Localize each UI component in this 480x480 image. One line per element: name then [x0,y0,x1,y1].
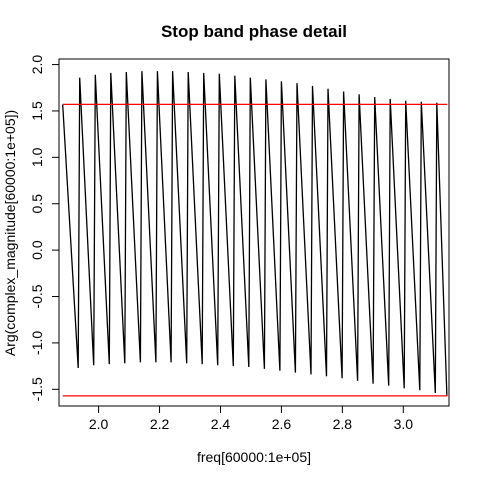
x-axis: 2.0 2.2 2.4 2.6 2.8 3.0 [89,405,414,432]
x-tick-label: 2.0 [89,416,109,432]
phase-series-line [62,71,448,396]
y-tick-label: 1.0 [29,147,45,167]
y-axis: -1.5 -1.0 -0.5 0.0 0.5 1.0 1.5 2.0 [29,55,60,401]
x-tick-label: 2.8 [333,416,353,432]
y-tick-label: 0.0 [29,240,45,260]
x-tick-label: 2.2 [150,416,170,432]
x-axis-label: freq[60000:1e+05] [197,449,311,465]
y-tick-label: -1.5 [29,377,45,401]
y-axis-label: Arg(complex_magnitude[60000:1e+05]) [2,110,18,356]
x-tick-label: 3.0 [394,416,414,432]
y-tick-label: -0.5 [29,284,45,308]
y-tick-label: 0.5 [29,194,45,214]
x-tick-label: 2.4 [211,416,231,432]
y-tick-label: 2.0 [29,55,45,75]
y-tick-label: 1.5 [29,101,45,121]
x-tick-label: 2.6 [272,416,292,432]
series-layer [62,71,448,397]
chart-title: Stop band phase detail [161,22,347,41]
y-tick-label: -1.0 [29,331,45,355]
